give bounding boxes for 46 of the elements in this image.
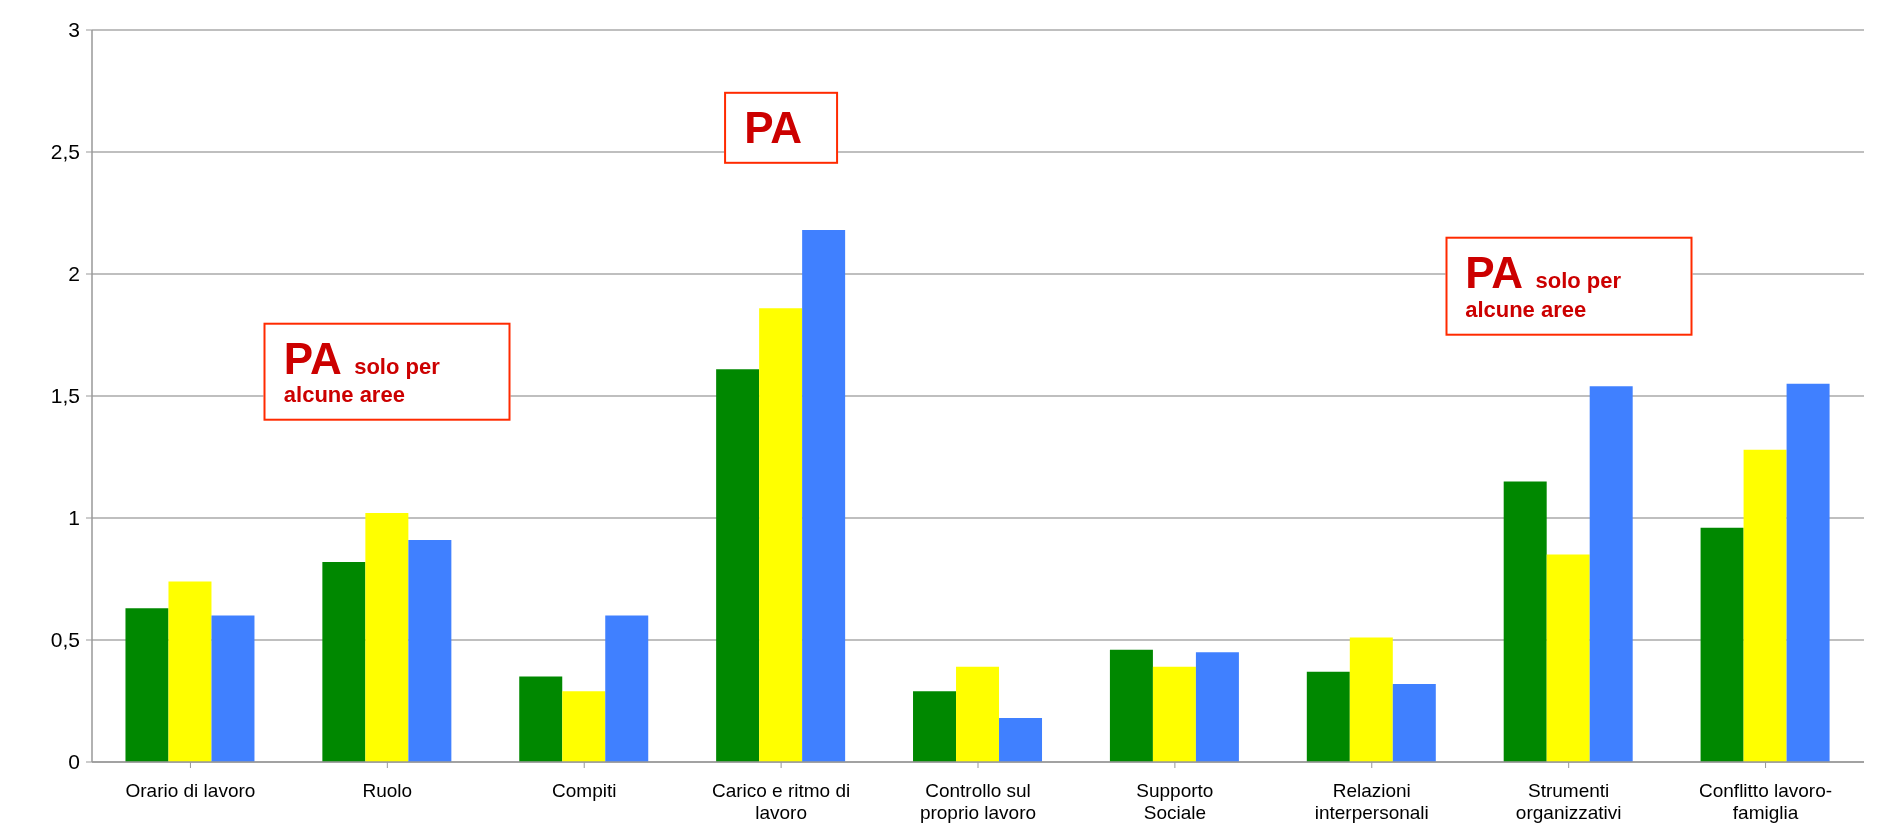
bar [999,718,1043,762]
bar [211,615,255,762]
bar [562,691,606,762]
bar [1743,449,1787,762]
bar [322,561,366,762]
bar [408,539,452,762]
bar [519,676,563,762]
bar [1195,652,1239,762]
y-tick-label: 1,5 [50,384,80,408]
annotation: PA solo per alcune aree [283,333,440,407]
x-tick-label: Compiti [552,780,617,802]
x-tick-label: Supporto Sociale [1136,780,1214,823]
x-tick-label: Relazioni interpersonali [1314,780,1429,823]
bar [1349,637,1393,762]
bar [913,691,957,762]
y-tick-label: 2 [68,262,80,286]
y-tick-label: 3 [68,18,80,42]
annotation: PA [744,102,803,152]
x-tick-label: Strumenti organizzativi [1515,780,1622,823]
bar [1546,554,1590,762]
bar [956,666,1000,762]
x-tick-label: Orario di lavoro [125,780,256,802]
x-tick-label: Carico e ritmo di lavoro [711,780,851,823]
bar [802,230,846,762]
bar [1109,649,1153,762]
bar [1786,383,1830,762]
y-tick-label: 0 [68,750,80,774]
bar [759,308,803,762]
bar [125,608,169,762]
bar [1306,671,1350,762]
bar [365,513,409,762]
bar [716,369,760,762]
x-tick-label: Controllo sul proprio lavoro [919,780,1037,823]
bar [1589,386,1633,762]
annotation: PA solo per alcune aree [1465,247,1622,322]
y-tick-label: 0,5 [50,628,80,652]
x-tick-label: Conflitto lavoro-famiglia [1699,780,1833,823]
bar [1152,666,1196,762]
bar [168,581,212,762]
bar [1392,683,1436,762]
y-tick-label: 1 [68,506,80,530]
bar [1700,527,1744,762]
y-tick-label: 2,5 [50,140,80,164]
bar [1503,481,1547,762]
x-tick-label: Ruolo [362,780,413,802]
bar [605,615,649,762]
